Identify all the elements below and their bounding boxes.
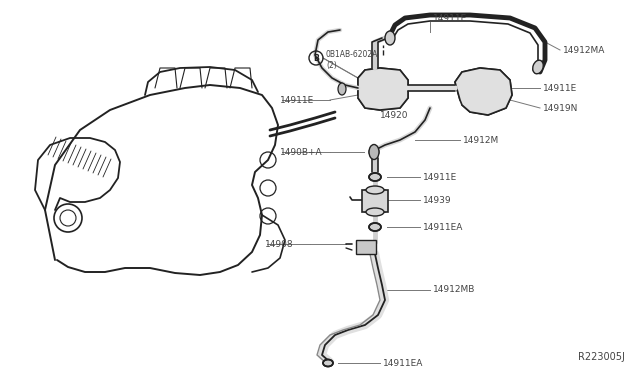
Ellipse shape (532, 60, 543, 74)
Text: 14911EA: 14911EA (423, 222, 463, 231)
Ellipse shape (366, 186, 384, 194)
Ellipse shape (385, 31, 395, 45)
Text: 14912M: 14912M (463, 135, 499, 144)
Text: 14911E: 14911E (543, 83, 577, 93)
Text: R223005J: R223005J (578, 352, 625, 362)
Text: 14911E: 14911E (423, 173, 457, 182)
Text: 14912MA: 14912MA (563, 45, 605, 55)
Ellipse shape (369, 144, 379, 160)
Text: 1490B+A: 1490B+A (280, 148, 323, 157)
Text: 14911E: 14911E (280, 96, 314, 105)
Text: 14920: 14920 (380, 110, 408, 119)
Text: 14908: 14908 (265, 240, 294, 248)
Text: (2): (2) (326, 61, 337, 70)
Bar (362, 190, 388, 212)
Ellipse shape (366, 208, 384, 216)
Bar (356, 240, 376, 254)
Text: B: B (313, 54, 319, 62)
Text: 14919N: 14919N (543, 103, 579, 112)
Ellipse shape (369, 173, 381, 181)
Polygon shape (358, 68, 408, 110)
Polygon shape (455, 68, 512, 115)
Ellipse shape (338, 83, 346, 95)
Ellipse shape (369, 223, 381, 231)
Text: 14912MB: 14912MB (433, 285, 476, 295)
Text: 0B1AB-6202A: 0B1AB-6202A (326, 49, 378, 58)
Ellipse shape (323, 359, 333, 366)
Text: 14939: 14939 (423, 196, 452, 205)
Text: 14911EA: 14911EA (383, 359, 424, 368)
Text: 14911E: 14911E (433, 13, 467, 22)
